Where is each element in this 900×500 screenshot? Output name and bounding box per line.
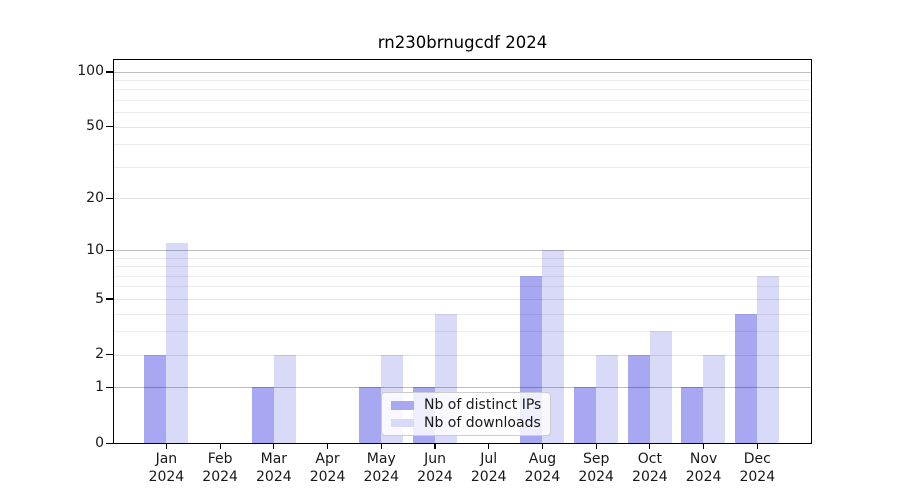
bar-downloads-sep [595,354,618,443]
y-tick-mark-2 [106,354,113,356]
x-tick-mark-dec [756,443,758,450]
y-tick-label-10: 10 [86,241,104,258]
bar-distinct-ips-may [359,387,382,443]
legend: Nb of distinct IPs Nb of downloads [381,392,552,436]
x-tick-label-sep: Sep 2024 [578,451,614,485]
bar-distinct-ips-sep [573,387,596,443]
legend-label-downloads: Nb of downloads [424,414,541,431]
bar-downloads-jan [166,243,189,443]
legend-swatch-downloads [391,418,414,427]
plot-area [113,59,812,444]
x-tick-mark-jun [434,443,436,450]
x-tick-mark-jan [165,443,167,450]
y-tick-label-5: 5 [95,290,104,307]
x-tick-label-apr: Apr 2024 [309,451,346,485]
legend-item-downloads: Nb of downloads [391,415,541,432]
y-tick-mark-10 [106,249,113,251]
bars-layer [114,60,811,443]
y-tick-label-1: 1 [95,378,104,395]
y-tick-mark-0 [106,442,113,444]
x-tick-label-dec: Dec 2024 [739,451,776,485]
x-tick-mark-nov [703,443,705,450]
y-tick-mark-1 [106,386,113,389]
bar-downloads-mar [273,354,296,443]
x-tick-label-jun: Jun 2024 [417,451,453,485]
x-tick-mark-mar [273,443,275,450]
x-tick-label-mar: Mar 2024 [256,451,292,485]
x-tick-mark-jul [488,443,490,450]
y-tick-mark-20 [106,197,113,199]
legend-label-distinct-ips: Nb of distinct IPs [424,397,542,414]
bar-distinct-ips-jan [144,354,167,443]
y-tick-label-2: 2 [95,346,104,363]
x-tick-mark-sep [595,443,597,450]
bar-distinct-ips-mar [251,387,274,443]
chart-title: rn230brnugcdf 2024 [377,33,548,52]
x-tick-label-nov: Nov 2024 [685,451,722,485]
bar-downloads-dec [757,275,780,443]
x-tick-mark-may [380,443,382,450]
x-tick-mark-feb [219,443,221,450]
x-tick-label-may: May 2024 [363,451,400,485]
bar-downloads-nov [703,354,726,443]
x-tick-label-jul: Jul 2024 [470,451,507,485]
x-tick-label-jan: Jan 2024 [148,451,185,485]
legend-item-distinct-ips: Nb of distinct IPs [391,397,541,414]
bar-distinct-ips-dec [735,313,758,443]
y-tick-label-100: 100 [77,63,104,80]
bar-distinct-ips-oct [627,354,650,443]
bar-downloads-oct [649,331,672,443]
y-tick-label-20: 20 [86,189,104,206]
y-tick-label-50: 50 [86,118,104,135]
y-tick-label-0: 0 [95,434,104,451]
x-tick-label-feb: Feb 2024 [202,451,238,485]
bar-distinct-ips-nov [681,387,704,443]
y-tick-mark-100 [106,71,113,73]
x-tick-mark-oct [649,443,651,450]
x-tick-mark-aug [541,443,544,450]
x-tick-label-oct: Oct 2024 [632,451,668,485]
x-tick-mark-apr [326,443,329,450]
legend-swatch-distinct-ips [391,401,414,410]
y-tick-mark-50 [106,126,113,128]
x-tick-label-aug: Aug 2024 [524,451,561,485]
y-tick-mark-5 [106,298,113,300]
